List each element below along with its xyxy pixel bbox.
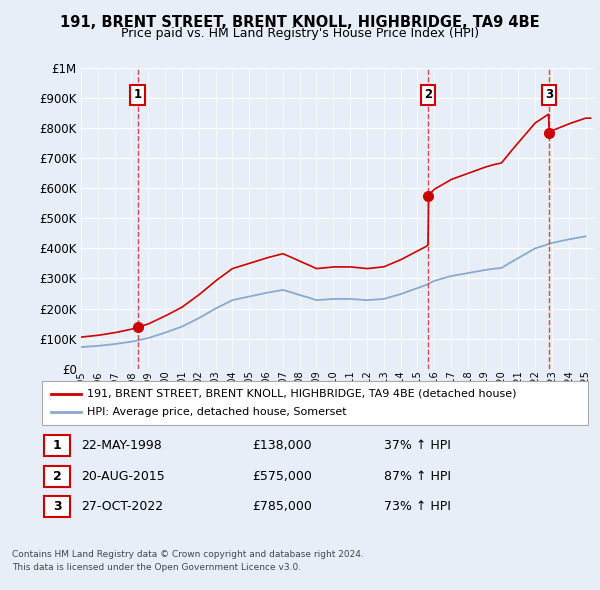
Text: 3: 3 [53,500,61,513]
Text: £138,000: £138,000 [252,439,311,452]
Text: 1: 1 [134,88,142,101]
Text: 37% ↑ HPI: 37% ↑ HPI [384,439,451,452]
Text: 87% ↑ HPI: 87% ↑ HPI [384,470,451,483]
Text: Contains HM Land Registry data © Crown copyright and database right 2024.: Contains HM Land Registry data © Crown c… [12,550,364,559]
Text: 2: 2 [424,88,432,101]
Text: 3: 3 [545,88,553,101]
Text: Price paid vs. HM Land Registry's House Price Index (HPI): Price paid vs. HM Land Registry's House … [121,27,479,40]
Text: 191, BRENT STREET, BRENT KNOLL, HIGHBRIDGE, TA9 4BE: 191, BRENT STREET, BRENT KNOLL, HIGHBRID… [60,15,540,30]
Text: 20-AUG-2015: 20-AUG-2015 [81,470,165,483]
Text: 27-OCT-2022: 27-OCT-2022 [81,500,163,513]
Text: 73% ↑ HPI: 73% ↑ HPI [384,500,451,513]
Text: 22-MAY-1998: 22-MAY-1998 [81,439,162,452]
Text: £575,000: £575,000 [252,470,312,483]
Text: 191, BRENT STREET, BRENT KNOLL, HIGHBRIDGE, TA9 4BE (detached house): 191, BRENT STREET, BRENT KNOLL, HIGHBRID… [87,389,517,398]
Text: 1: 1 [53,439,61,452]
Text: 2: 2 [53,470,61,483]
Text: HPI: Average price, detached house, Somerset: HPI: Average price, detached house, Some… [87,407,347,417]
Text: £785,000: £785,000 [252,500,312,513]
Text: This data is licensed under the Open Government Licence v3.0.: This data is licensed under the Open Gov… [12,563,301,572]
